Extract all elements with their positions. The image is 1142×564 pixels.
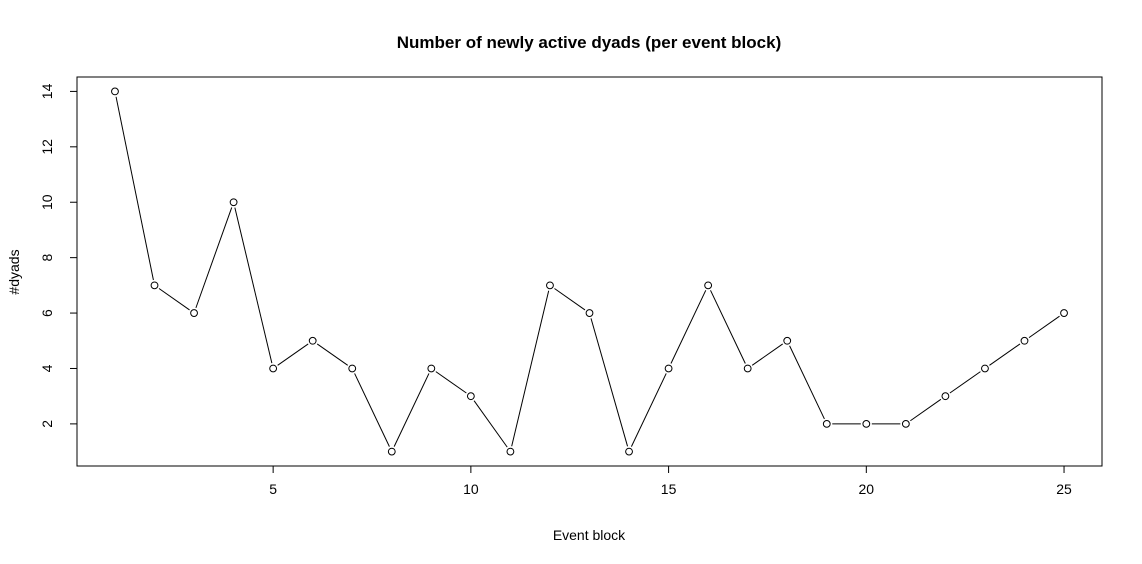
data-point: [625, 447, 633, 456]
x-tick-label: 20: [859, 481, 875, 497]
line-segment: [1028, 315, 1060, 339]
data-point: [387, 447, 396, 456]
line-segment: [670, 290, 707, 364]
data-point: [585, 309, 594, 317]
y-tick-label: 14: [39, 83, 55, 99]
data-point: [269, 364, 278, 373]
data-point: [664, 364, 673, 373]
data-point: [427, 364, 436, 373]
line-segment: [473, 400, 508, 448]
line-segment: [158, 288, 190, 311]
data-point: [981, 364, 989, 373]
y-tick-label: 2: [39, 420, 55, 428]
x-axis-label: Event block: [553, 527, 626, 543]
line-segment: [949, 371, 981, 394]
data-point: [466, 392, 475, 401]
data-point: [308, 336, 317, 345]
line-segment: [789, 345, 825, 420]
data-point: [190, 309, 198, 317]
data-point: [822, 419, 831, 428]
line-segment: [590, 318, 629, 447]
y-axis: 2 4 6 8 10 12 14: [39, 83, 77, 428]
data-point: [1020, 336, 1029, 345]
y-axis-label: #dyads: [6, 249, 22, 294]
line-segment: [354, 373, 390, 447]
line-segment: [989, 343, 1021, 366]
line-segment: [710, 290, 746, 364]
plot-frame: [76, 76, 1103, 467]
data-point: [506, 447, 515, 456]
line-segment: [630, 373, 667, 447]
series-dyads: [111, 87, 1068, 456]
data-point: [901, 419, 910, 428]
y-tick-label: 10: [39, 194, 55, 210]
data-point: [229, 198, 238, 207]
data-point: [546, 281, 554, 290]
chart-title: Number of newly active dyads (per event …: [397, 33, 782, 52]
data-point: [862, 419, 871, 428]
line-segment: [910, 398, 942, 422]
x-tick-label: 15: [661, 481, 677, 497]
data-point: [1060, 309, 1068, 317]
y-tick-label: 8: [39, 254, 55, 262]
line-segment: [115, 96, 154, 281]
x-tick-label: 10: [463, 481, 479, 497]
x-axis: 5 10 15 20 25: [269, 466, 1072, 497]
y-tick-label: 12: [39, 139, 55, 155]
data-point: [941, 392, 950, 401]
data-point: [111, 87, 119, 96]
line-segment: [277, 343, 309, 366]
data-point: [150, 281, 159, 290]
data-point: [704, 281, 713, 290]
line-segment: [195, 207, 233, 309]
x-tick-label: 25: [1056, 481, 1072, 497]
y-tick-label: 6: [39, 309, 55, 317]
x-tick-label: 5: [269, 481, 277, 497]
data-point: [783, 336, 792, 345]
line-segment: [435, 371, 467, 394]
line-segment: [316, 343, 349, 366]
line-segment: [751, 343, 784, 366]
line-segment: [554, 288, 586, 311]
line-segment: [234, 207, 273, 364]
line-segment: [511, 290, 550, 447]
data-point: [348, 364, 357, 373]
line-segment: [393, 373, 430, 447]
data-point: [743, 364, 752, 373]
y-tick-label: 4: [39, 364, 55, 372]
